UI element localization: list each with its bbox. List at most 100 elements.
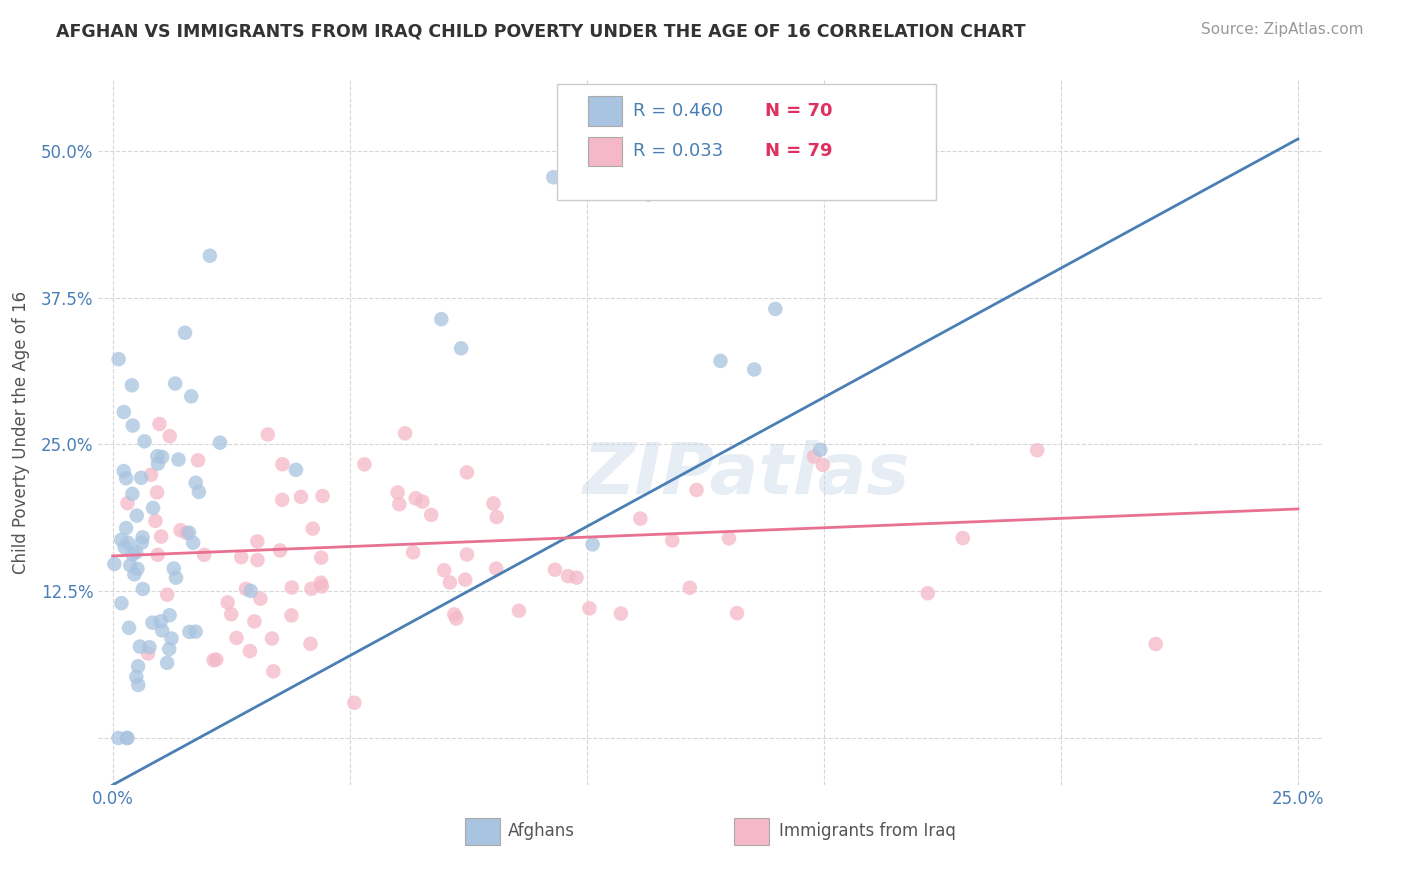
Point xyxy=(121,487,143,501)
Point xyxy=(219,607,242,622)
Point xyxy=(299,637,322,651)
Point xyxy=(138,640,160,655)
Point xyxy=(725,606,748,620)
Point xyxy=(165,571,187,585)
Point xyxy=(145,514,167,528)
Point xyxy=(763,301,786,316)
Point xyxy=(121,378,143,392)
Point xyxy=(637,187,659,202)
Point xyxy=(110,533,132,547)
Point xyxy=(184,624,207,639)
Point xyxy=(239,644,262,658)
Point xyxy=(402,545,425,559)
Point xyxy=(578,601,600,615)
Point xyxy=(508,604,530,618)
Point xyxy=(146,457,169,471)
Point xyxy=(343,696,366,710)
Point xyxy=(117,731,139,745)
Text: R = 0.460: R = 0.460 xyxy=(633,102,723,120)
Point xyxy=(159,429,181,443)
Point xyxy=(157,642,180,657)
Point xyxy=(803,450,825,464)
Point xyxy=(114,541,136,555)
Point xyxy=(150,624,173,638)
Point xyxy=(260,632,283,646)
Point xyxy=(159,608,181,623)
Point xyxy=(271,457,294,471)
Point xyxy=(565,571,588,585)
Point xyxy=(177,525,200,540)
Point xyxy=(239,583,262,598)
Point xyxy=(115,471,138,485)
Point xyxy=(146,449,169,463)
Point xyxy=(433,563,456,577)
Point xyxy=(544,563,567,577)
Point xyxy=(169,523,191,537)
Point xyxy=(309,550,332,565)
Point xyxy=(443,607,465,622)
Point xyxy=(110,596,132,610)
Point xyxy=(485,561,508,575)
Point xyxy=(439,575,461,590)
Text: N = 79: N = 79 xyxy=(765,143,832,161)
Point xyxy=(118,621,141,635)
Point xyxy=(405,491,427,506)
Point xyxy=(146,548,169,562)
Point xyxy=(353,458,375,472)
Point xyxy=(456,548,478,562)
Point xyxy=(444,611,467,625)
Point xyxy=(146,485,169,500)
Point xyxy=(262,665,284,679)
Point xyxy=(661,533,683,548)
Point xyxy=(430,312,453,326)
Text: Afghans: Afghans xyxy=(508,822,575,840)
Text: Source: ZipAtlas.com: Source: ZipAtlas.com xyxy=(1201,22,1364,37)
Point xyxy=(808,442,831,457)
Point xyxy=(411,494,433,508)
Point xyxy=(127,562,149,576)
Point xyxy=(150,450,173,464)
Point xyxy=(249,591,271,606)
Point xyxy=(685,483,707,497)
FancyBboxPatch shape xyxy=(557,84,936,200)
Text: Immigrants from Iraq: Immigrants from Iraq xyxy=(779,822,956,840)
Point xyxy=(129,471,152,485)
Point xyxy=(309,575,332,590)
Text: N = 70: N = 70 xyxy=(765,102,832,120)
Point xyxy=(125,545,148,559)
Point xyxy=(557,569,579,583)
Point xyxy=(117,535,139,549)
Point xyxy=(156,656,179,670)
Point xyxy=(132,582,155,596)
Point xyxy=(167,452,190,467)
Point xyxy=(952,531,974,545)
Point xyxy=(717,532,740,546)
Point xyxy=(141,615,163,630)
Point xyxy=(388,497,411,511)
Point xyxy=(610,607,633,621)
Point xyxy=(482,496,505,510)
Point xyxy=(208,435,231,450)
Point xyxy=(811,458,834,472)
Point xyxy=(581,537,603,551)
Point xyxy=(160,632,183,646)
Point xyxy=(485,510,508,524)
Point xyxy=(125,508,148,523)
Point xyxy=(1144,637,1167,651)
Point xyxy=(139,467,162,482)
Point xyxy=(165,376,187,391)
Point xyxy=(148,417,170,431)
Point xyxy=(131,530,153,544)
Point xyxy=(450,341,472,355)
FancyBboxPatch shape xyxy=(734,818,769,845)
Point xyxy=(281,581,304,595)
Point xyxy=(112,405,135,419)
Point xyxy=(284,463,307,477)
Point xyxy=(394,426,416,441)
Point xyxy=(180,389,202,403)
Point xyxy=(124,567,146,582)
Point xyxy=(243,615,266,629)
Point xyxy=(269,543,291,558)
Point xyxy=(184,475,207,490)
Point xyxy=(179,624,201,639)
